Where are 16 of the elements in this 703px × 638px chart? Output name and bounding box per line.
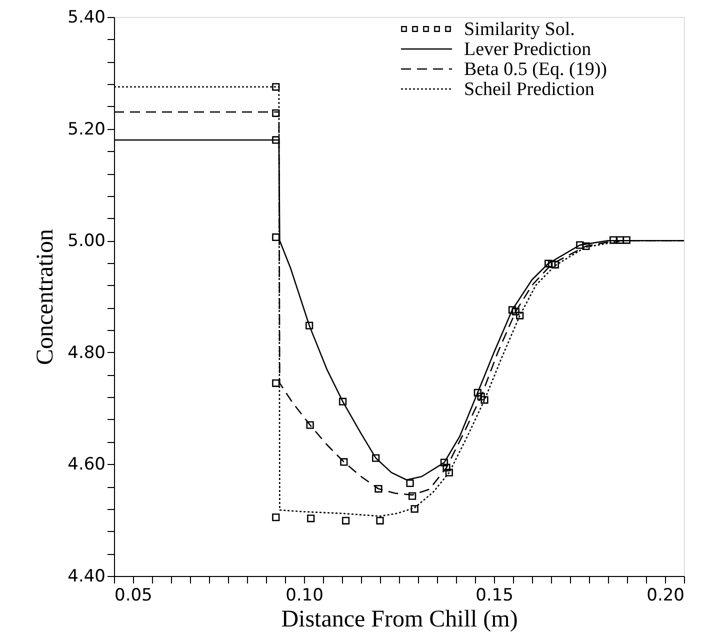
x-tick-label: 0.20 bbox=[646, 586, 684, 606]
legend-label: Scheil Prediction bbox=[464, 79, 595, 100]
legend-label: Similarity Sol. bbox=[464, 19, 575, 40]
x-axis-title: Distance From Chill (m) bbox=[281, 606, 518, 632]
legend-label: Beta 0.5 (Eq. (19)) bbox=[464, 59, 607, 80]
x-tick-label: 0.15 bbox=[476, 586, 514, 606]
y-tick-label: 5.00 bbox=[68, 231, 106, 252]
y-axis-title: Concentration bbox=[32, 229, 59, 365]
y-tick-label: 4.60 bbox=[68, 454, 106, 475]
y-tick-label: 5.40 bbox=[68, 8, 106, 28]
x-tick-label: 0.05 bbox=[114, 586, 152, 606]
y-tick-label: 5.20 bbox=[68, 119, 106, 140]
y-tick-label: 4.40 bbox=[68, 566, 106, 586]
x-tick-label: 0.10 bbox=[286, 586, 324, 606]
y-tick-label: 4.80 bbox=[68, 342, 106, 363]
legend-label: Lever Prediction bbox=[464, 39, 592, 60]
